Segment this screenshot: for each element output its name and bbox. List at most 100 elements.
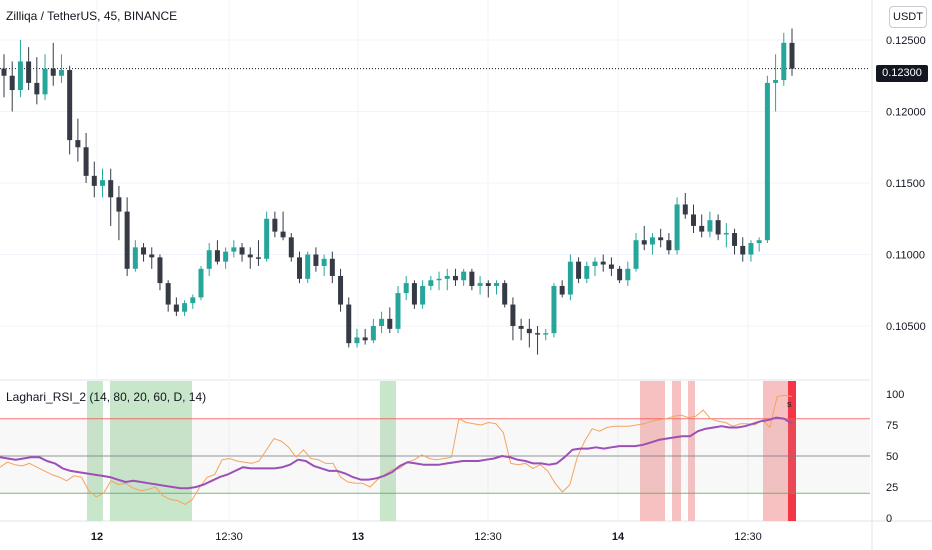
candle-body — [469, 271, 475, 286]
candle-body — [732, 233, 738, 246]
candle-body — [346, 304, 352, 344]
currency-button[interactable]: USDT — [889, 6, 927, 28]
candle-body — [83, 147, 89, 176]
candles-group — [1, 28, 795, 355]
candle-body — [329, 258, 335, 276]
candle-body — [535, 333, 541, 335]
candle-body — [280, 231, 286, 238]
candle-body — [723, 233, 729, 235]
candle-body — [773, 80, 779, 83]
candle-body — [584, 265, 590, 279]
candle-body — [411, 283, 417, 305]
candle-body — [485, 283, 491, 286]
price-tick-label: 0.12500 — [886, 35, 926, 47]
candle-body — [50, 68, 56, 76]
time-tick-label: 12:30 — [734, 531, 762, 543]
candle-body — [17, 61, 23, 91]
candle-body — [165, 283, 171, 305]
candle-body — [116, 197, 122, 212]
time-tick-label: 12:30 — [474, 531, 502, 543]
candle-body — [748, 243, 754, 255]
candle-body — [297, 257, 302, 279]
candle-body — [436, 278, 442, 281]
indicator-title: Laghari_RSI_2 (14, 80, 20, 60, D, 14) — [6, 390, 207, 404]
candle-body — [9, 75, 15, 91]
candle-body — [551, 285, 557, 334]
candle-body — [707, 220, 713, 232]
candle-body — [617, 268, 623, 281]
candle-body — [198, 268, 204, 298]
candle-body — [157, 257, 163, 284]
candle-body — [461, 271, 467, 281]
candle-body — [510, 304, 516, 326]
candle-body — [428, 280, 434, 286]
price-tick-label: 0.11000 — [886, 250, 925, 262]
candle-body — [75, 140, 81, 148]
sell-zone — [763, 381, 792, 521]
candle-body — [567, 261, 573, 295]
candle-body — [395, 293, 401, 329]
indicator-tick-label: 100 — [886, 389, 904, 401]
candle-body — [288, 237, 294, 258]
candle-body — [387, 318, 393, 329]
candle-body — [674, 204, 680, 251]
candle-body — [600, 261, 606, 265]
price-tick-label: 0.11500 — [886, 178, 925, 190]
candle-body — [190, 297, 196, 304]
candle-body — [255, 257, 261, 259]
candle-body — [362, 337, 368, 341]
last-price-label: 0.12300 — [876, 65, 928, 82]
candle-body — [658, 237, 664, 241]
candle-body — [313, 254, 319, 266]
candle-body — [649, 237, 655, 245]
candle-body — [608, 264, 614, 269]
indicator-tick-label: 0 — [886, 513, 892, 525]
candle-body — [576, 261, 582, 279]
candle-body — [370, 326, 376, 341]
candle-body — [321, 258, 327, 266]
candle-body — [239, 247, 245, 255]
price-tick-label: 0.12000 — [886, 107, 926, 119]
indicator-tick-label: 75 — [886, 420, 898, 432]
candle-body — [494, 283, 499, 286]
candle-body — [666, 240, 672, 251]
candle-body — [781, 42, 787, 81]
candle-body — [231, 247, 237, 252]
chart-title: Zilliqa / TetherUS, 45, BINANCE — [6, 9, 178, 23]
candle-body — [247, 254, 253, 258]
candle-body — [58, 70, 64, 76]
time-tick-label: 14 — [612, 531, 625, 543]
candle-body — [502, 283, 508, 305]
candle-body — [182, 303, 188, 312]
candle-body — [124, 211, 130, 269]
candle-body — [206, 250, 212, 269]
candle-body — [559, 285, 565, 295]
candle-body — [42, 68, 48, 95]
candle-body — [173, 304, 179, 312]
candle-body — [477, 283, 483, 286]
candle-body — [214, 250, 220, 262]
candle-body — [740, 245, 746, 255]
candle-body — [789, 42, 795, 69]
candle-body — [379, 318, 385, 326]
sell-zone — [672, 381, 681, 521]
candle-body — [1, 68, 7, 76]
candle-body — [26, 61, 32, 83]
candle-body — [305, 254, 311, 279]
candle-body — [108, 180, 114, 198]
candle-body — [526, 328, 532, 334]
candle-body — [149, 254, 155, 258]
candle-body — [633, 240, 639, 269]
candle-body — [452, 275, 458, 281]
candle-body — [699, 225, 705, 232]
signal-marker: s — [787, 399, 792, 409]
candle-body — [403, 283, 409, 294]
rsi-main-line — [0, 416, 793, 490]
candle-body — [444, 275, 450, 279]
buy-zone — [87, 381, 103, 521]
candle-body — [682, 204, 688, 215]
buy-zone — [380, 381, 396, 521]
candle-body — [264, 218, 270, 259]
candle-body — [764, 82, 770, 241]
